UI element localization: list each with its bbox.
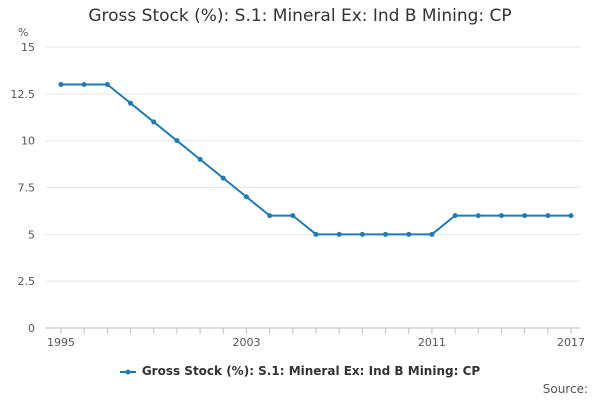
- data-point: [290, 213, 296, 219]
- y-axis-unit-label: %: [18, 26, 29, 39]
- legend-series-label: Gross Stock (%): S.1: Mineral Ex: Ind B …: [141, 364, 481, 378]
- data-point: [81, 81, 87, 87]
- data-point: [406, 231, 412, 237]
- data-point: [336, 231, 342, 237]
- data-point: [243, 194, 249, 200]
- x-tick-label: 2017: [557, 336, 585, 349]
- y-tick-label: 15: [21, 41, 35, 54]
- data-point: [313, 231, 319, 237]
- data-point: [383, 231, 389, 237]
- y-tick-label: 2.5: [18, 275, 36, 288]
- x-tick-label: 2011: [418, 336, 446, 349]
- data-point: [267, 213, 273, 219]
- data-point: [104, 81, 110, 87]
- data-point: [452, 213, 458, 219]
- data-point: [174, 138, 180, 144]
- data-point: [498, 213, 504, 219]
- y-tick-label: 10: [21, 135, 35, 148]
- y-tick-label: 7.5: [18, 182, 36, 195]
- data-point: [545, 213, 551, 219]
- legend-series-swatch: [119, 369, 136, 374]
- legend[interactable]: Gross Stock (%): S.1: Mineral Ex: Ind B …: [0, 364, 600, 378]
- data-point: [220, 175, 226, 181]
- y-tick-label: 12.5: [11, 88, 36, 101]
- data-point: [151, 119, 157, 125]
- x-tick-label: 1995: [47, 336, 75, 349]
- data-point: [128, 100, 134, 106]
- data-point: [197, 156, 203, 162]
- data-point: [475, 213, 481, 219]
- data-point: [429, 231, 435, 237]
- source-label: Source:: [542, 382, 588, 396]
- series-line: [61, 83, 571, 236]
- data-point: [568, 213, 574, 219]
- x-tick-label: 2003: [232, 336, 260, 349]
- data-point: [58, 81, 64, 87]
- y-tick-label: 5: [28, 228, 35, 241]
- y-tick-label: 0: [28, 322, 35, 335]
- data-point: [522, 213, 528, 219]
- data-point: [359, 231, 365, 237]
- chart-title: Gross Stock (%): S.1: Mineral Ex: Ind B …: [88, 6, 512, 26]
